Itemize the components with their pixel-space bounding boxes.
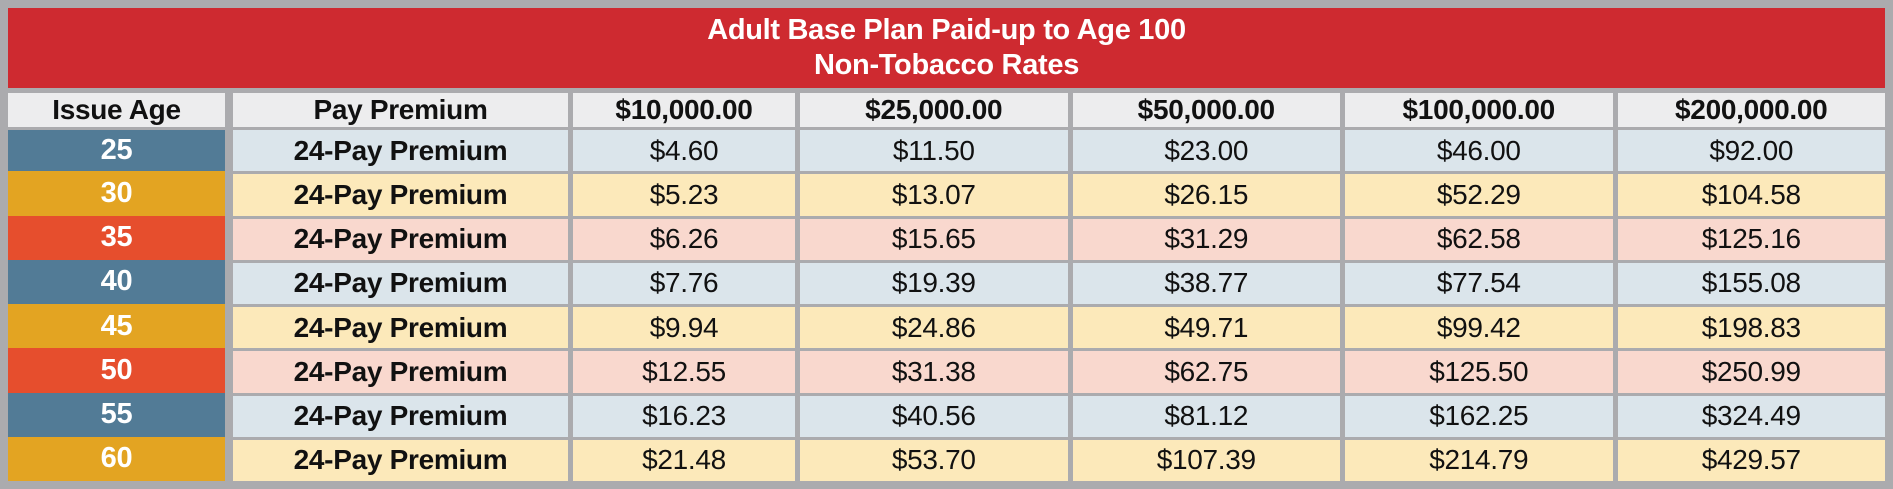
rate-value-cell: $11.50: [800, 130, 1068, 172]
rate-value-cell: $16.23: [573, 395, 795, 437]
rate-value-cell: $52.29: [1345, 174, 1613, 216]
premium-label-cell: 24-Pay Premium: [233, 351, 568, 393]
issue-age-cell: 60: [8, 436, 225, 481]
rate-value-cell: $62.75: [1072, 351, 1340, 393]
premium-label-cell: 24-Pay Premium: [233, 395, 568, 437]
rate-value-cell: $7.76: [573, 262, 795, 304]
rate-value-cell: $21.48: [573, 439, 795, 481]
premium-label-cell: 24-Pay Premium: [233, 218, 568, 260]
issue-age-cell: 25: [8, 130, 225, 172]
rate-value-cell: $429.57: [1617, 439, 1885, 481]
rate-value-cell: $125.50: [1345, 351, 1613, 393]
rate-value-cell: $46.00: [1345, 130, 1613, 172]
premium-label-cell: 24-Pay Premium: [233, 307, 568, 349]
rate-value-cell: $31.29: [1072, 218, 1340, 260]
rate-value-cell: $324.49: [1617, 395, 1885, 437]
rate-value-cell: $104.58: [1617, 174, 1885, 216]
rate-value-cell: $23.00: [1072, 130, 1340, 172]
column-header-50000: $50,000.00: [1072, 93, 1340, 127]
rate-value-cell: $19.39: [800, 262, 1068, 304]
rate-value-cell: $40.56: [800, 395, 1068, 437]
rate-value-cell: $250.99: [1617, 351, 1885, 393]
rate-value-cell: $12.55: [573, 351, 795, 393]
rate-value-cell: $4.60: [573, 130, 795, 172]
rate-value-cell: $5.23: [573, 174, 795, 216]
rate-value-cell: $125.16: [1617, 218, 1885, 260]
column-header-25000: $25,000.00: [800, 93, 1068, 127]
rate-value-cell: $198.83: [1617, 307, 1885, 349]
rate-value-cell: $6.26: [573, 218, 795, 260]
rate-value-cell: $99.42: [1345, 307, 1613, 349]
rate-value-cell: $107.39: [1072, 439, 1340, 481]
rate-value-cell: $15.65: [800, 218, 1068, 260]
premium-label-cell: 24-Pay Premium: [233, 262, 568, 304]
rate-value-cell: $81.12: [1072, 395, 1340, 437]
table-title-line2: Non-Tobacco Rates: [813, 49, 1080, 81]
rate-value-cell: $62.58: [1345, 218, 1613, 260]
issue-age-cell: 35: [8, 215, 225, 260]
premium-label-cell: 24-Pay Premium: [233, 130, 568, 172]
rate-value-cell: $77.54: [1345, 262, 1613, 304]
column-header-10000: $10,000.00: [573, 93, 795, 127]
premium-label-cell: 24-Pay Premium: [233, 174, 568, 216]
column-header-issue-age: Issue Age: [8, 93, 225, 127]
table-title-band: Adult Base Plan Paid-up to Age 100 Non-T…: [8, 8, 1885, 88]
premium-label-cell: 24-Pay Premium: [233, 439, 568, 481]
rate-value-cell: $49.71: [1072, 307, 1340, 349]
rate-value-cell: $24.86: [800, 307, 1068, 349]
rate-value-cell: $155.08: [1617, 262, 1885, 304]
rate-value-cell: $214.79: [1345, 439, 1613, 481]
issue-age-cell: 50: [8, 348, 225, 393]
rate-table-grid: Issue Age Pay Premium $10,000.00 $25,000.00…: [8, 93, 1885, 481]
column-header-100000: $100,000.00: [1345, 93, 1613, 127]
rate-value-cell: $38.77: [1072, 262, 1340, 304]
issue-age-cell: 30: [8, 171, 225, 216]
column-header-200000: $200,000.00: [1617, 93, 1885, 127]
rate-value-cell: $92.00: [1617, 130, 1885, 172]
issue-age-cell: 45: [8, 304, 225, 349]
rate-value-cell: $162.25: [1345, 395, 1613, 437]
table-title-line1: Adult Base Plan Paid-up to Age 100: [707, 14, 1186, 46]
issue-age-cell: 55: [8, 392, 225, 437]
column-header-pay-premium: Pay Premium: [233, 93, 568, 127]
rate-value-cell: $53.70: [800, 439, 1068, 481]
rate-value-cell: $31.38: [800, 351, 1068, 393]
rate-value-cell: $13.07: [800, 174, 1068, 216]
issue-age-cell: 40: [8, 259, 225, 304]
rate-value-cell: $9.94: [573, 307, 795, 349]
rate-value-cell: $26.15: [1072, 174, 1340, 216]
